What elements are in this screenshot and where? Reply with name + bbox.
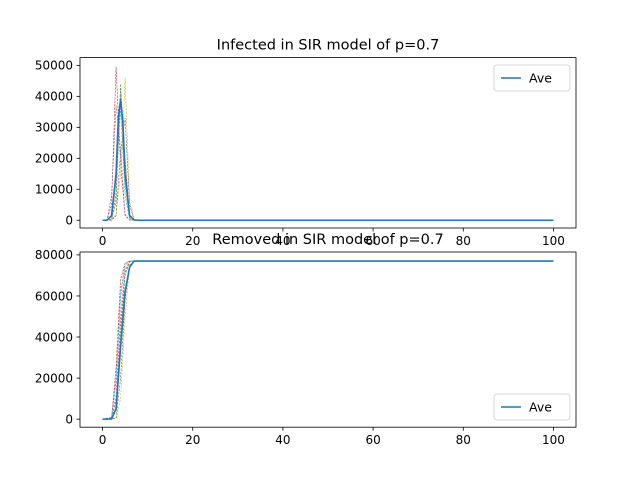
removed-series-ave (102, 260, 554, 420)
removed-y-tick-label: 80000 (35, 248, 73, 262)
removed-legend-box (493, 393, 571, 421)
infected-legend: Ave (493, 64, 571, 92)
removed-legend: Ave (493, 393, 571, 421)
removed-legend-label: Ave (529, 400, 552, 415)
infected-axes-frame (79, 57, 577, 229)
infected-x-tick-label: 40 (275, 234, 290, 248)
infected-y-tick-label: 30000 (35, 121, 73, 135)
removed-y-tick-label: 20000 (35, 371, 73, 385)
removed-y-tick-label: 60000 (35, 289, 73, 303)
removed-y-tick-label: 0 (65, 412, 73, 426)
infected-y-tick-label: 40000 (35, 90, 73, 104)
removed-chart-title: Removed in SIR model of p=0.7 (212, 232, 443, 248)
removed-x-tick-label: 80 (456, 433, 471, 447)
removed-x-tick-label: 20 (185, 433, 200, 447)
removed-run-line-9 (102, 260, 554, 420)
removed-x-tick-label: 60 (365, 433, 380, 447)
infected-chart-title: Infected in SIR model of p=0.7 (217, 38, 440, 54)
removed-y-tick-label: 40000 (35, 330, 73, 344)
removed-axes-frame (79, 251, 577, 428)
removed-x-tick-label: 40 (275, 433, 290, 447)
infected-series-ave (102, 98, 554, 222)
infected-y-tick-label: 0 (65, 214, 73, 228)
infected-x-tick-label: 0 (99, 234, 107, 248)
infected-x-tick-label: 100 (542, 234, 565, 248)
removed-x-tick-label: 0 (99, 433, 107, 447)
infected-chart: 0 20 40 60 80 100 0 10000 20000 30000 40000 50000 In… (35, 38, 577, 248)
infected-y-tick-label: 20000 (35, 152, 73, 166)
infected-legend-label: Ave (529, 71, 552, 86)
infected-y-tick-label: 10000 (35, 183, 73, 197)
infected-y-tick-label: 50000 (35, 59, 73, 73)
infected-x-tick-label: 60 (365, 234, 380, 248)
removed-chart: 0 20 40 60 80 100 0 20000 40000 60000 80000 Removed… (35, 232, 577, 447)
infected-x-tick-label: 80 (456, 234, 471, 248)
infected-legend-box (493, 64, 571, 92)
infected-x-tick-label: 20 (185, 234, 200, 248)
removed-x-tick-label: 100 (542, 433, 565, 447)
